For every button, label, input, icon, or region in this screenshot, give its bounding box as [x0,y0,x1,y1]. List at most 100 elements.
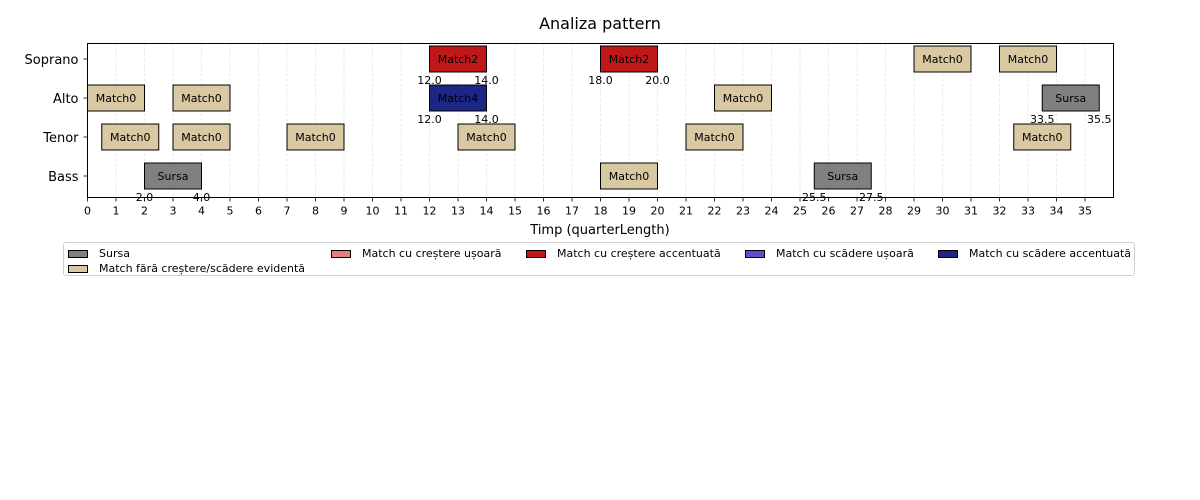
bar [172,123,231,151]
annotations-layer: 12.0 14.0 18.0 20.012.0 14.0 33.5 35.52.0 4.0 25… [136,74,1112,204]
x-tick-label: 34 [1050,205,1064,218]
bar-label: Match0 [723,92,764,105]
legend-label: Match cu creștere ușoară [362,247,502,260]
bar [101,123,160,151]
legend-label: Match cu scădere accentuată [969,247,1132,260]
legend-item: Match cu scădere ușoară [745,247,914,260]
bar [913,45,972,73]
bar [1013,123,1072,151]
legend-swatch [938,249,958,258]
chart-title: Analiza pattern [539,14,661,33]
legend-label: Match fără creștere/scădere evidentă [99,262,306,275]
x-tick-label: 21 [679,205,693,218]
bar [600,162,658,190]
legend-swatch [68,249,88,258]
bars-layer: Match2 Match2 Match0 Match0 Match0 Match0 Matc… [87,45,1100,190]
legend-swatch [331,249,351,258]
x-tick-label: 32 [993,205,1007,218]
x-tick-label: 2 [141,205,148,218]
bar [714,84,772,112]
x-tick-label: 6 [255,205,262,218]
bar-label: Match0 [110,131,151,144]
bar [813,162,872,190]
x-tick-label: 23 [736,205,750,218]
bar-label: Match0 [1008,53,1049,66]
y-tick-label-soprano: Soprano [25,53,79,68]
bar-label: Match2 [609,53,650,66]
bar-label: Match2 [438,53,479,66]
y-tick-label-bass: Bass [48,170,79,185]
x-tick-label: 15 [508,205,522,218]
end-annotation: 14.0 [474,74,499,87]
end-annotation: 20.0 [645,74,670,87]
bar-label: Match0 [922,53,963,66]
x-tick-label: 13 [451,205,465,218]
x-tick-label: 31 [964,205,978,218]
bar-label: Match0 [609,170,650,183]
x-tick-label: 19 [622,205,636,218]
bar [999,45,1057,73]
x-axis-label: Timp (quarterLength) [529,223,669,238]
bar-label: Match0 [1022,131,1063,144]
x-tick-label: 4 [198,205,205,218]
legend-item: Match cu creștere ușoară [331,247,501,260]
x-tick-label: 20 [651,205,665,218]
x-tick-label: 1 [113,205,120,218]
x-tick-label: 10 [366,205,380,218]
x-tick-label: 26 [822,205,836,218]
bar-label: Match0 [181,92,222,105]
legend-swatch [745,249,765,258]
x-tick-label: 9 [341,205,348,218]
bar [429,84,487,112]
legend-item: Match fără creștere/scădere evidentă [68,262,305,275]
bar-label: Match0 [181,131,222,144]
bar-label: Match0 [694,131,735,144]
x-tick-label: 30 [936,205,950,218]
x-tick-label: 7 [284,205,291,218]
x-tick-label: 33 [1021,205,1035,218]
bar [685,123,744,151]
x-tick-label: 35 [1078,205,1092,218]
x-tick-label: 16 [537,205,551,218]
start-annotation: 18.0 [588,74,613,87]
x-tick-label: 27 [850,205,864,218]
bar [1041,84,1100,112]
x-tick-label: 17 [565,205,579,218]
legend-item: Match cu creștere accentuată [526,247,721,260]
x-tick-label: 11 [394,205,408,218]
bar-label: Sursa [158,170,189,183]
y-tick-label-tenor: Tenor [42,131,79,146]
x-tick-label: 12 [423,205,437,218]
bar [457,123,516,151]
y-tick-label-alto: Alto [53,92,79,107]
bar-label: Sursa [827,170,858,183]
x-tick-label: 29 [907,205,921,218]
bar [286,123,345,151]
start-annotation: 33.5 [1030,113,1055,126]
bar-label: Sursa [1055,92,1086,105]
x-tick-label: 5 [227,205,234,218]
y-axis: Soprano Alto Tenor Bass [25,53,88,185]
legend-item: Match cu scădere accentuată [938,247,1131,260]
x-tick-label: 3 [170,205,177,218]
x-tick-label: 18 [594,205,608,218]
x-tick-label: 22 [708,205,722,218]
bar [144,162,202,190]
bar [429,45,487,73]
x-tick-label: 0 [84,205,91,218]
legend-item: Sursa [68,247,130,260]
legend-label: Match cu creștere accentuată [557,247,721,260]
x-tick-label: 25 [793,205,807,218]
bar [600,45,658,73]
start-annotation: 12.0 [417,74,442,87]
end-annotation: 14.0 [474,113,499,126]
bar-label: Match0 [466,131,507,144]
x-tick-label: 14 [480,205,494,218]
legend-swatch [68,264,88,273]
legend-label: Sursa [99,247,130,260]
bar-label: Match0 [96,92,137,105]
bar-label: Match0 [295,131,336,144]
start-annotation: 12.0 [417,113,442,126]
x-tick-label: 8 [312,205,319,218]
